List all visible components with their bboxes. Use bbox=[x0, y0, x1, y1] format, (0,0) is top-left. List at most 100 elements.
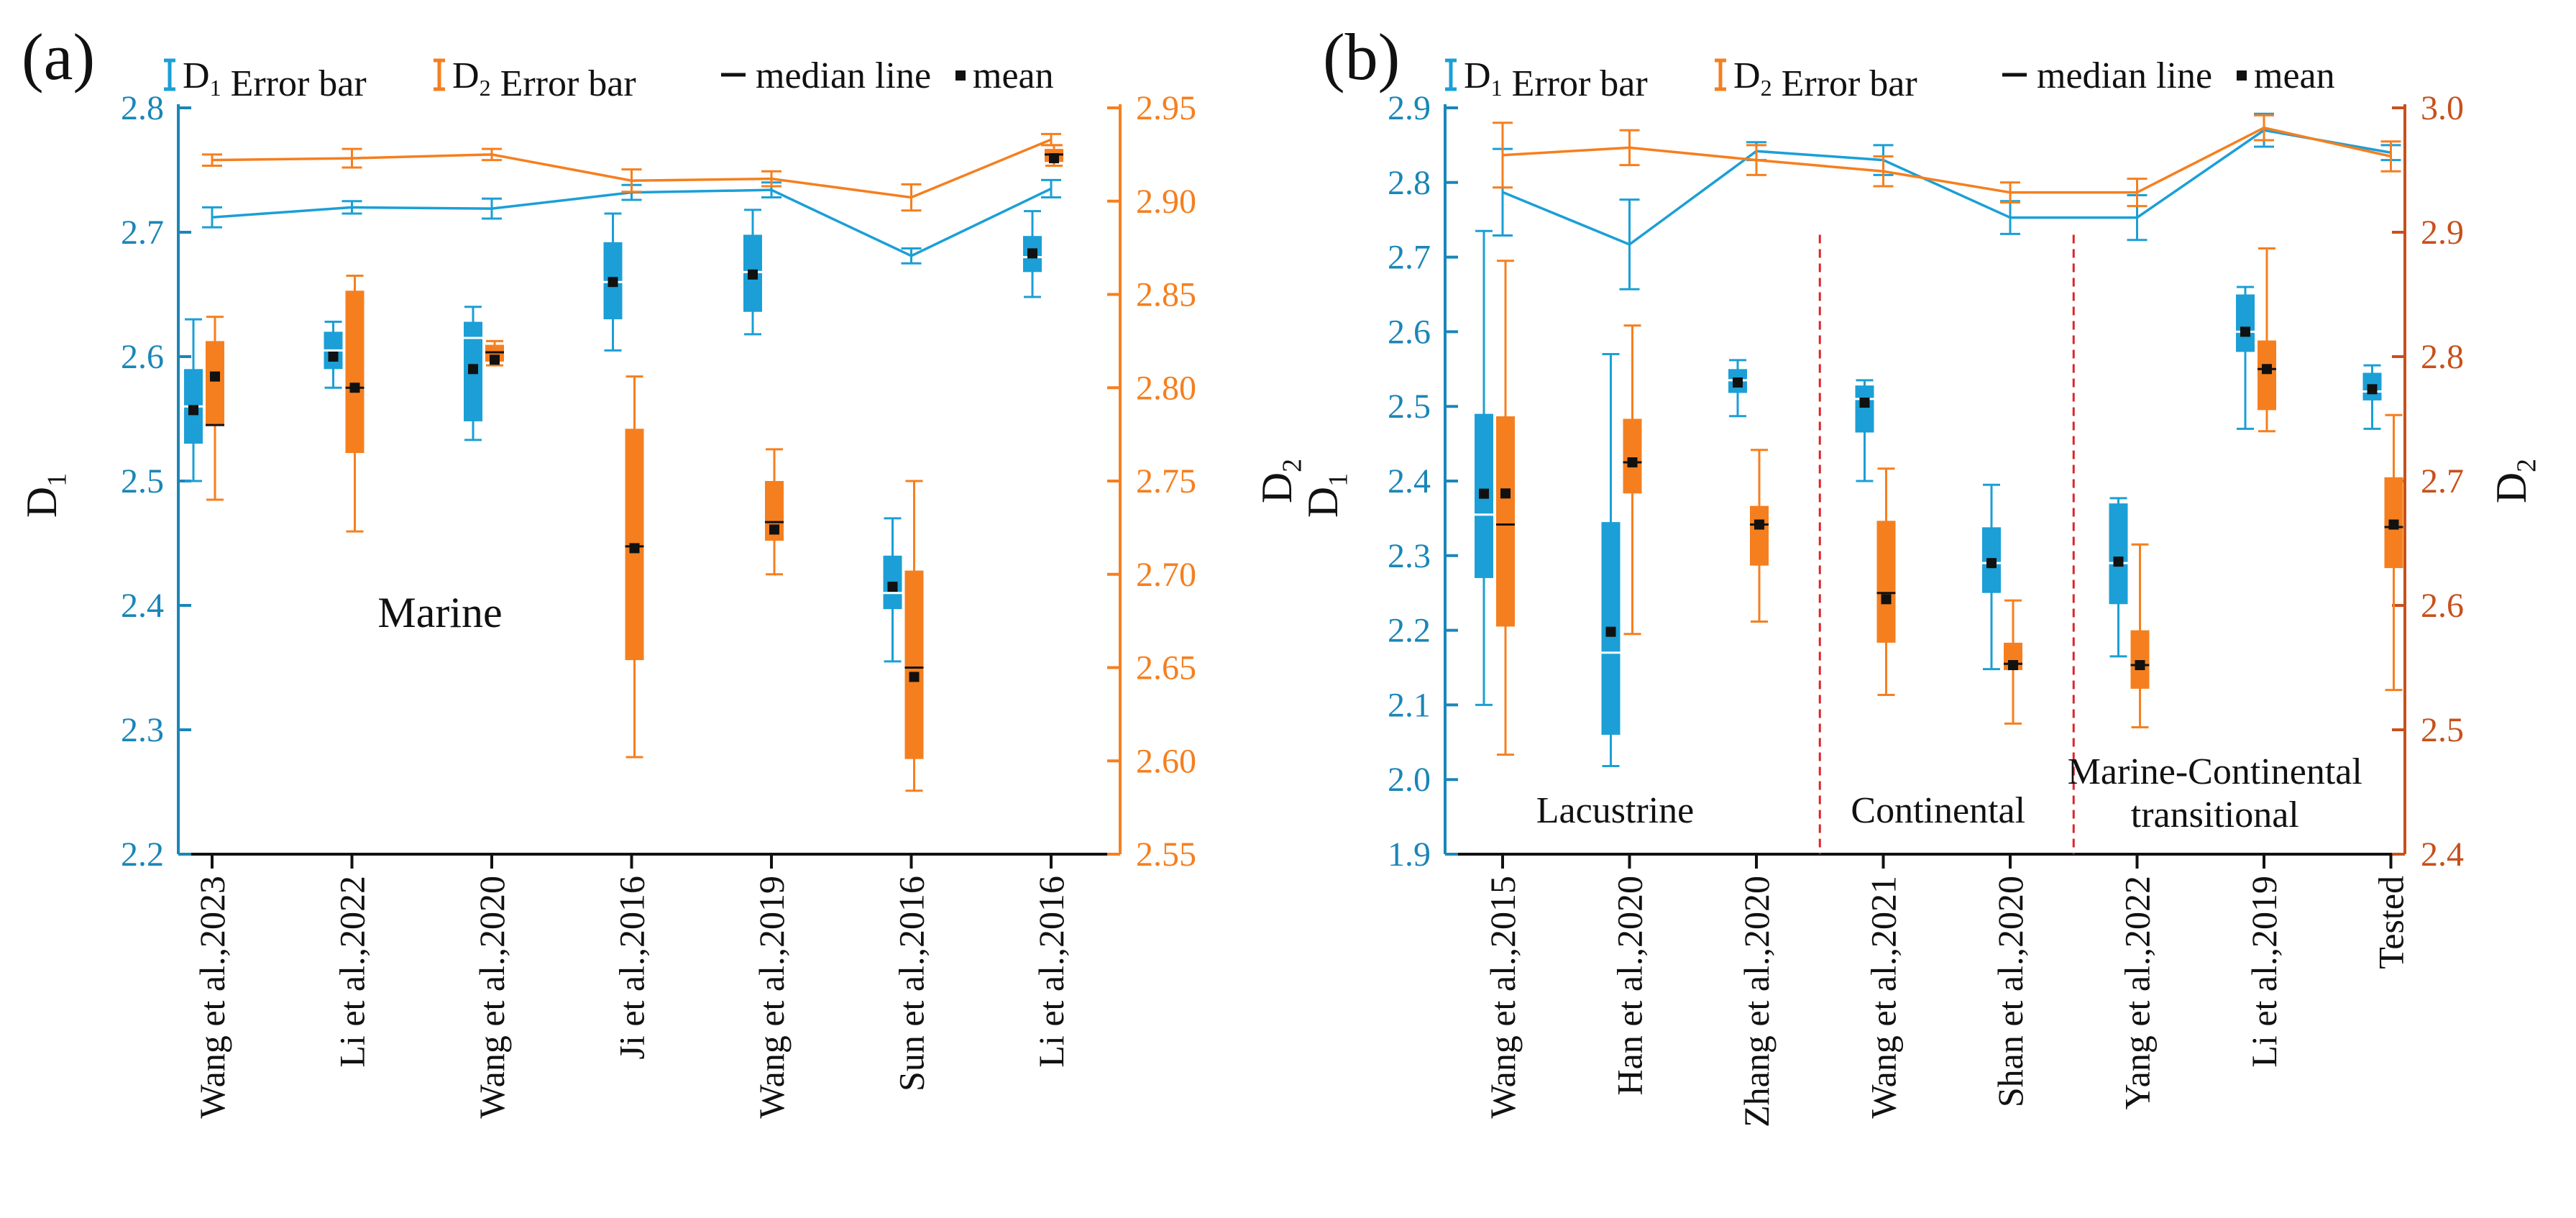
legend-d1-label-sub: 1 bbox=[1491, 75, 1503, 101]
y-left-tick-label: 2.8 bbox=[1388, 164, 1431, 202]
y-right-title: D2 bbox=[1253, 459, 1307, 503]
d1-box bbox=[2236, 285, 2255, 430]
y-right-tick-label: 2.6 bbox=[2421, 587, 2464, 625]
y-left-tick-label: 2.3 bbox=[121, 711, 164, 749]
y-left-title-main: D bbox=[1299, 487, 1347, 518]
y-right-tick-label: 2.8 bbox=[2421, 338, 2464, 376]
group-label-transitional: transitional bbox=[2131, 795, 2299, 835]
x-tick-label: Li et al.,2019 bbox=[2244, 876, 2284, 1068]
d2-box bbox=[1045, 144, 1063, 167]
d1-box bbox=[464, 306, 482, 441]
y-left-tick-label: 2.5 bbox=[121, 462, 164, 500]
y-right-tick-label: 2.80 bbox=[1136, 369, 1196, 407]
y-left-tick-label: 2.9 bbox=[1388, 89, 1431, 127]
legend-d2-label-main: D bbox=[452, 55, 480, 96]
d2-box-mean bbox=[349, 383, 360, 393]
d1-box bbox=[743, 209, 762, 336]
d2-box-mean bbox=[1881, 594, 1892, 605]
y-right-title-sub: 2 bbox=[1277, 459, 1307, 472]
d2-box-mean bbox=[909, 672, 920, 682]
y-right-tick-label: 2.55 bbox=[1136, 835, 1196, 874]
legend-d1-label-sub: 1 bbox=[210, 75, 221, 101]
d2-line bbox=[1493, 114, 2401, 208]
y-left-title-main: D bbox=[18, 487, 65, 518]
y-right-tick-label: 2.5 bbox=[2421, 711, 2464, 749]
legend-d1-label: D1 Error bar bbox=[183, 55, 367, 104]
y-right-title: D2 bbox=[2488, 459, 2541, 503]
legend-d2-label: D2 Error bar bbox=[1733, 55, 1917, 104]
legend-median-label: median line bbox=[756, 55, 931, 96]
legend-mean-icon bbox=[2237, 70, 2247, 81]
y-left-tick-label: 2.0 bbox=[1388, 761, 1431, 799]
legend-d1-icon bbox=[1445, 58, 1457, 91]
d2-box bbox=[2130, 543, 2150, 729]
y-left-tick-label: 2.2 bbox=[121, 835, 164, 874]
x-tick-label: Han et al.,2020 bbox=[1610, 876, 1650, 1095]
d1-box-box bbox=[2236, 294, 2255, 352]
y-left-title: D1 bbox=[1299, 473, 1353, 518]
d1-box-mean bbox=[1479, 488, 1489, 499]
legend-mean-label: mean bbox=[973, 55, 1054, 96]
d1-box-mean bbox=[1733, 377, 1743, 388]
d1-box-mean bbox=[1859, 398, 1870, 408]
d1-box-box bbox=[2109, 503, 2128, 605]
y-right-tick-label: 3.0 bbox=[2421, 89, 2464, 127]
y-right-tick-label: 2.7 bbox=[2421, 462, 2464, 500]
d2-box bbox=[1876, 467, 1896, 697]
legend-d2-icon bbox=[434, 58, 445, 91]
legend-d1-label: D1 Error bar bbox=[1464, 55, 1648, 104]
panel-b: (b) D1 Error bar D2 Error bar median line me… bbox=[1299, 20, 2541, 1127]
y-left-tick-label: 2.6 bbox=[1388, 313, 1431, 351]
d1-box bbox=[883, 517, 902, 663]
d2-box-box bbox=[1876, 521, 1896, 643]
d2-box-mean bbox=[2262, 364, 2272, 375]
legend-d2-label: D2 Error bar bbox=[452, 55, 636, 104]
x-tick-label: Ji et al.,2016 bbox=[612, 876, 652, 1060]
region-label: Marine bbox=[377, 589, 502, 636]
d2-box bbox=[2384, 413, 2403, 692]
y-left-tick-label: 2.1 bbox=[1388, 686, 1431, 724]
y-left-tick-label: 2.7 bbox=[1388, 239, 1431, 277]
y-left-tick-label: 1.9 bbox=[1388, 835, 1431, 874]
y-left-tick-label: 2.4 bbox=[1388, 462, 1431, 500]
d1-box-mean bbox=[328, 352, 339, 362]
y-left-title-sub: 1 bbox=[42, 473, 72, 487]
d2-box-mean bbox=[629, 543, 640, 554]
y-right-tick-label: 2.60 bbox=[1136, 742, 1196, 780]
d2-box bbox=[1496, 260, 1515, 756]
d2-box bbox=[1750, 449, 1769, 623]
legend-mean-label: mean bbox=[2254, 55, 2335, 96]
group-label-lacustrine: Lacustrine bbox=[1536, 790, 1694, 831]
y-right-tick-label: 2.4 bbox=[2421, 835, 2464, 874]
d2-line-path bbox=[1502, 126, 2391, 194]
d1-box bbox=[1601, 353, 1621, 768]
y-right-tick-label: 2.70 bbox=[1136, 556, 1196, 594]
panel-a: (a) D1 Error bar D2 Error bar median line me… bbox=[18, 20, 1307, 1119]
d1-box-mean bbox=[2113, 557, 2124, 567]
d2-box-mean bbox=[2135, 660, 2145, 671]
x-tick-label: Shan et al.,2020 bbox=[1990, 876, 2030, 1107]
d2-box-mean bbox=[769, 524, 779, 535]
d1-box-box bbox=[1855, 385, 1874, 433]
d1-box-mean bbox=[188, 405, 198, 416]
y-right-title-main: D bbox=[2488, 472, 2535, 503]
legend-d2-label-main: D bbox=[1733, 55, 1761, 96]
legend: D1 Error bar D2 Error bar median line mean bbox=[164, 55, 1054, 104]
d1-box-mean bbox=[468, 364, 478, 375]
d1-box bbox=[2109, 497, 2128, 658]
y-left-tick-label: 2.2 bbox=[1388, 612, 1431, 650]
d1-box-mean bbox=[1027, 248, 1037, 259]
y-left-tick-label: 2.6 bbox=[121, 338, 164, 376]
y-left-tick-label: 2.7 bbox=[121, 214, 164, 252]
d2-box-mean bbox=[490, 354, 500, 365]
d2-box bbox=[2004, 599, 2022, 725]
d1-box bbox=[324, 321, 343, 389]
d1-box-mean bbox=[748, 269, 758, 280]
y-left-tick-label: 2.3 bbox=[1388, 537, 1431, 575]
d1-line-path bbox=[1502, 129, 2391, 246]
d2-box-box bbox=[345, 290, 365, 454]
d1-box-mean bbox=[1605, 626, 1616, 637]
d1-box-mean bbox=[1986, 558, 1997, 569]
y-left-title: D1 bbox=[18, 473, 72, 518]
legend-d2-label-sub: 2 bbox=[480, 75, 491, 101]
